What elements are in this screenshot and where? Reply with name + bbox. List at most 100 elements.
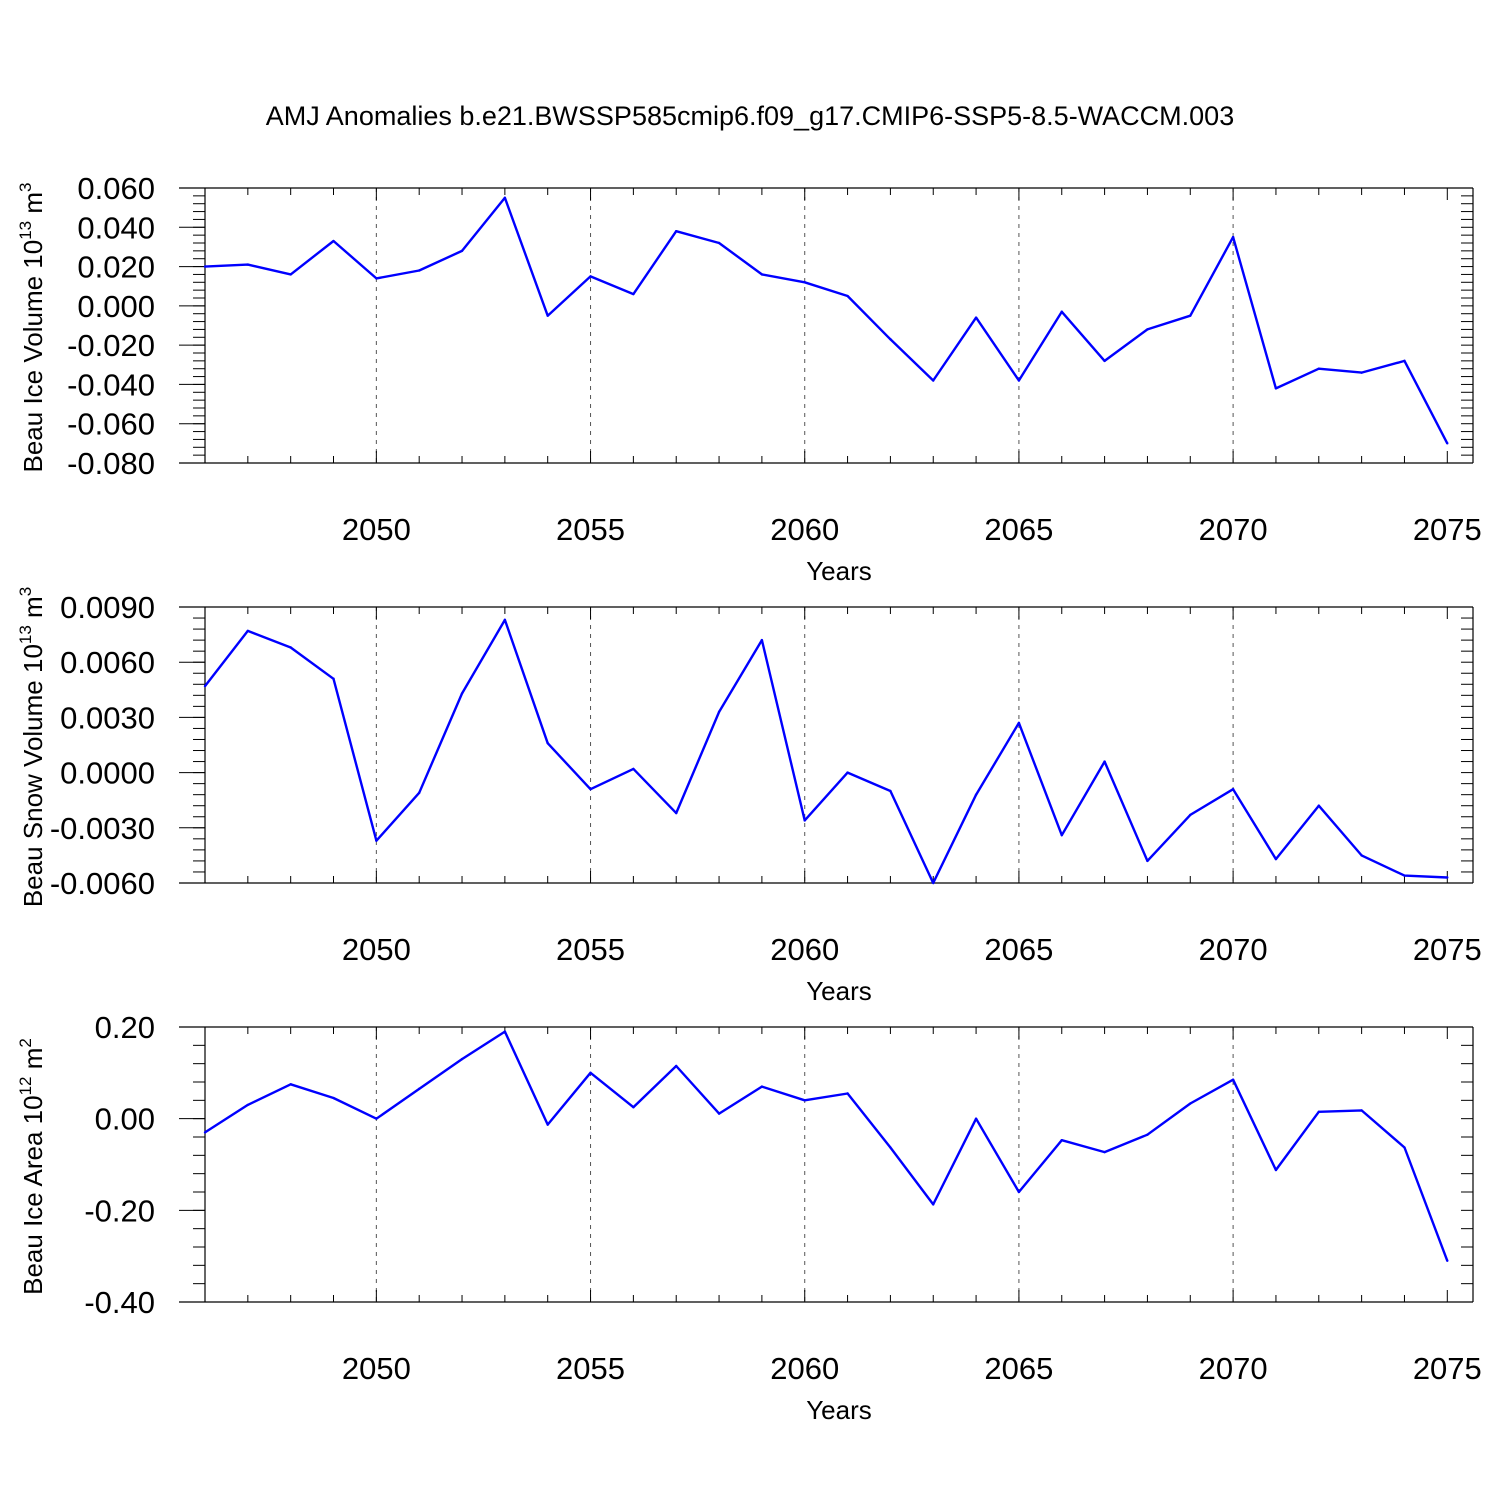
series-line: [204, 1030, 1449, 1262]
x-tick-label: 2065: [984, 1351, 1053, 1386]
x-axis-label: Years: [806, 1395, 872, 1425]
data-point: [846, 1092, 849, 1095]
data-point: [1360, 371, 1363, 374]
x-tick-label: 2070: [1199, 512, 1268, 547]
y-tick-label: 0.0060: [60, 645, 155, 680]
y-axis-label-unit: m: [18, 596, 48, 625]
y-axis-label-unit-exponent: 3: [16, 587, 35, 596]
data-point: [1360, 854, 1363, 857]
chart-panel-3: 0.20 0.00 -0.20 -0.40 2050 2055 2060 2065 2070 20…: [16, 1010, 1482, 1425]
data-point: [332, 239, 335, 243]
data-point: [1403, 1146, 1406, 1149]
x-tick-label: 2050: [342, 932, 411, 967]
data-point: [932, 379, 935, 382]
y-tick-label: 0.00: [95, 1102, 155, 1137]
y-axis-label-exponent: 13: [16, 625, 35, 644]
data-point: [846, 771, 849, 774]
data-point: [760, 1085, 764, 1088]
data-point: [675, 1064, 678, 1068]
data-point: [417, 791, 421, 795]
y-axis-label-exponent: 13: [16, 221, 35, 240]
data-point: [460, 249, 464, 253]
y-tick-label: -0.080: [67, 446, 155, 481]
data-point: [1317, 1110, 1320, 1113]
data-point: [1060, 310, 1063, 313]
data-point: [1231, 1078, 1235, 1081]
x-tick-label: 2070: [1199, 932, 1268, 967]
data-point: [889, 789, 892, 793]
data-point: [460, 692, 464, 695]
y-axis-label-text: Beau Ice Area 10: [18, 1095, 48, 1294]
x-tick-label: 2065: [984, 512, 1053, 547]
data-point: [246, 629, 250, 633]
y-tick-label: -0.20: [84, 1193, 155, 1228]
series-line: [204, 196, 1449, 444]
x-tick-label: 2060: [770, 512, 839, 547]
x-tick-label: 2050: [342, 1351, 411, 1386]
x-tick-label: 2055: [556, 1351, 625, 1386]
y-tick-label: 0.0090: [60, 590, 155, 625]
data-point: [760, 273, 764, 276]
data-point: [589, 787, 592, 791]
y-axis-label-unit: m: [18, 192, 48, 221]
x-tick-label: 2055: [556, 512, 625, 547]
data-point: [460, 1057, 464, 1061]
y-axis-label: Beau Snow Volume 1013 m3: [16, 587, 48, 907]
x-tick-label: 2060: [770, 932, 839, 967]
x-tick-label: 2050: [342, 512, 411, 547]
data-point: [932, 881, 935, 885]
data-point: [1103, 760, 1106, 763]
y-axis-label-exponent: 12: [16, 1076, 35, 1095]
data-point: [289, 273, 292, 276]
data-point: [203, 265, 207, 268]
y-tick-label: -0.0060: [50, 866, 155, 901]
data-point: [203, 1131, 207, 1134]
x-tick-label: 2075: [1413, 512, 1482, 547]
x-tick-label: 2075: [1413, 1351, 1482, 1386]
data-point: [803, 819, 806, 822]
data-point: [1017, 379, 1021, 382]
chart-panel-1: 0.060 0.040 0.020 0.000 -0.020 -0.040 -0.060 -0…: [16, 171, 1482, 586]
data-point: [889, 1146, 892, 1149]
y-tick-label: 0.060: [77, 171, 155, 206]
x-tick-label: 2065: [984, 932, 1053, 967]
y-tick-label: -0.0030: [50, 811, 155, 846]
y-tick-label: -0.060: [67, 407, 155, 442]
data-point: [675, 230, 678, 233]
chart-panel-2: 0.0090 0.0060 0.0030 0.0000 -0.0030 -0.0060 20…: [16, 587, 1482, 1006]
data-point: [1189, 1102, 1192, 1105]
data-point: [1103, 359, 1106, 363]
data-point: [1317, 804, 1320, 807]
y-tick-label: -0.020: [67, 328, 155, 363]
data-point: [375, 1117, 378, 1120]
panels: 0.060 0.040 0.020 0.000 -0.020 -0.040 -0.060 -0…: [16, 171, 1482, 1425]
data-point: [632, 292, 635, 296]
y-tick-label: 0.0000: [60, 756, 155, 791]
y-tick-label: -0.040: [67, 367, 155, 402]
data-point: [1146, 1133, 1149, 1136]
data-point: [546, 314, 549, 317]
y-tick-label: 0.020: [77, 250, 155, 285]
data-point: [974, 793, 978, 796]
data-point: [1103, 1150, 1106, 1154]
data-point: [1317, 367, 1320, 370]
data-point: [546, 1123, 549, 1126]
data-point: [1403, 874, 1406, 877]
data-point: [246, 1103, 250, 1107]
x-axis-label: Years: [806, 556, 872, 586]
data-point: [375, 277, 378, 280]
data-point: [1231, 235, 1235, 239]
data-point: [803, 281, 806, 284]
data-point: [1446, 876, 1449, 879]
data-point: [1274, 387, 1278, 390]
data-point: [632, 1106, 635, 1109]
chart-title: AMJ Anomalies b.e21.BWSSP585cmip6.f09_g1…: [266, 101, 1234, 131]
data-point: [332, 1096, 335, 1100]
data-point: [417, 1087, 421, 1091]
series-line: [204, 618, 1448, 885]
data-point: [1060, 833, 1063, 837]
x-tick-label: 2055: [556, 932, 625, 967]
data-point: [1146, 328, 1149, 331]
data-point: [1146, 859, 1149, 863]
